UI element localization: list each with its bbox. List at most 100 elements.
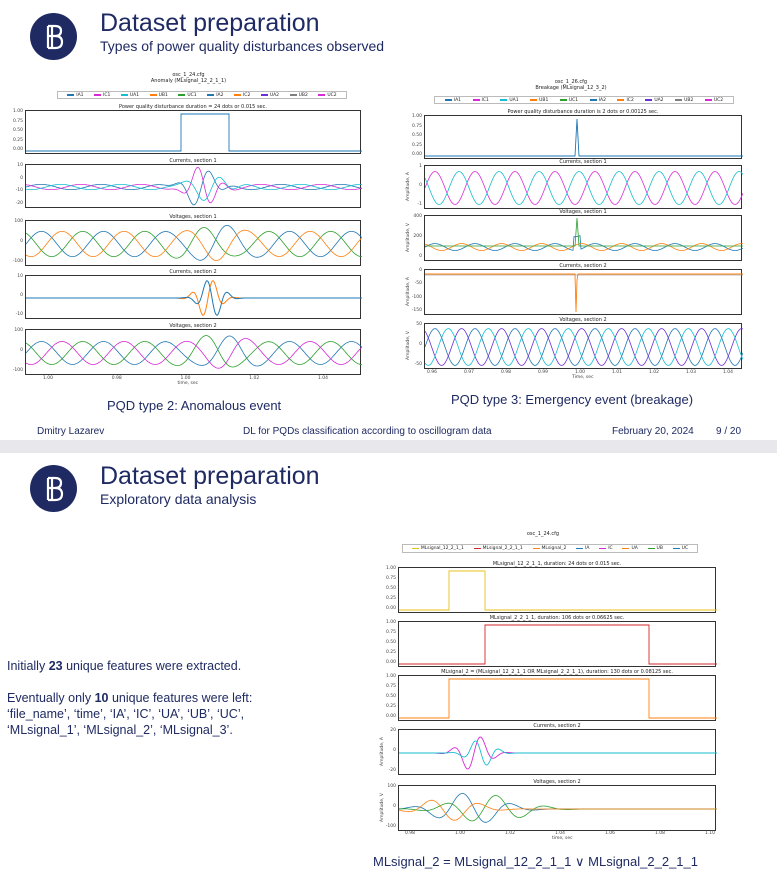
figure-legend: IA1 IC1 UA1 UB1 UC1 IA2 IC2 UA2 UB2 UC2 bbox=[434, 96, 734, 104]
signal-trace bbox=[399, 570, 717, 611]
signal-trace bbox=[399, 740, 717, 766]
legend-label: IC1 bbox=[481, 97, 489, 103]
y-tick-label: 0.25 bbox=[385, 704, 396, 709]
legend-label: IC2 bbox=[626, 97, 634, 103]
legend-swatch bbox=[473, 547, 481, 550]
signal-trace bbox=[26, 113, 362, 152]
y-tick-label: 0 bbox=[20, 348, 23, 353]
initial-feature-count: 23 bbox=[48, 659, 63, 673]
panel-title: Currents, section 1 bbox=[559, 159, 607, 165]
oscillogram-panel bbox=[398, 785, 717, 831]
oscillogram-panel bbox=[398, 675, 717, 721]
figure-legend: IA1 IC1 UA1 UB1 UC1 IA2 IC2 UA2 UB2 UC2 bbox=[57, 91, 347, 99]
panel-title: MLsignal_12_2_1_1, duration: 24 dots or … bbox=[492, 561, 622, 567]
x-tick-label: 1.02 bbox=[649, 370, 660, 375]
legend-label: IC1 bbox=[103, 92, 111, 98]
caption-pqd-type-2: PQD type 2: Anomalous event bbox=[107, 398, 282, 413]
hse-logo-icon bbox=[30, 13, 77, 60]
y-tick-label: -20 bbox=[15, 201, 23, 206]
legend-item: IC2 bbox=[233, 92, 251, 98]
legend-swatch bbox=[149, 94, 157, 96]
panel-title: Voltages, section 2 bbox=[169, 323, 217, 329]
y-tick-label: -100 bbox=[12, 259, 23, 264]
signal-trace bbox=[26, 229, 362, 261]
y-tick-label: 100 bbox=[14, 328, 23, 333]
signal-trace bbox=[26, 338, 362, 369]
panel-title: MLsignal_2_2_1_1, duration: 106 dots or … bbox=[489, 615, 625, 621]
x-tick-label: 1.03 bbox=[686, 370, 697, 375]
y-tick-label: 1.00 bbox=[411, 114, 422, 119]
slide-9: Dataset preparation Types of power quali… bbox=[5, 9, 743, 437]
legend-item: IC1 bbox=[94, 93, 110, 98]
panel-title: Voltages, section 2 bbox=[533, 779, 581, 785]
caption-mlsignal-2: MLsignal_2 = MLsignal_12_2_1_1 ∨ MLsigna… bbox=[373, 854, 698, 869]
legend-swatch bbox=[532, 547, 540, 550]
legend-label: IA2 bbox=[598, 97, 606, 103]
x-tick-label: 1.06 bbox=[605, 831, 616, 836]
panel-plot bbox=[26, 224, 362, 261]
legend-label: UA2 bbox=[269, 92, 280, 98]
y-tick-label: 0.00 bbox=[411, 152, 422, 157]
panel-title: Power quality disturbance duration = 24 … bbox=[119, 104, 267, 110]
legend-swatch bbox=[67, 94, 75, 96]
y-tick-label: 0.00 bbox=[12, 147, 23, 152]
legend-item: IC bbox=[599, 546, 613, 551]
oscillogram-panel bbox=[424, 269, 743, 315]
signal-trace bbox=[399, 678, 717, 719]
signal-trace bbox=[425, 235, 743, 251]
slide-subtitle: Exploratory data analysis bbox=[100, 491, 257, 507]
legend-label: IC bbox=[608, 546, 613, 551]
y-tick-label: 0 bbox=[20, 175, 23, 181]
remaining-features-text: Eventually only 10 unique features were … bbox=[7, 691, 253, 737]
y-axis-label: Amplitude, V bbox=[380, 793, 385, 822]
legend-item: UA2 bbox=[645, 97, 664, 103]
legend-swatch bbox=[178, 94, 186, 96]
footer-date: February 20, 2024 bbox=[612, 426, 694, 437]
y-tick-label: 0.50 bbox=[385, 640, 396, 645]
legend-label: IA1 bbox=[453, 97, 462, 103]
legend-swatch bbox=[704, 99, 712, 101]
y-tick-label: -100 bbox=[411, 294, 422, 300]
panel-plot bbox=[425, 328, 743, 366]
legend-swatch bbox=[672, 547, 680, 550]
signal-trace bbox=[425, 328, 743, 366]
figure-header-line1: osc_1_24.cfg bbox=[172, 72, 205, 78]
legend-item: UB1 bbox=[530, 98, 548, 103]
y-tick-label: 0.25 bbox=[385, 596, 396, 601]
x-tick-label: 1.04 bbox=[555, 831, 566, 836]
footer-author: Dmitry Lazarev bbox=[37, 426, 105, 437]
legend-item: UA2 bbox=[260, 92, 280, 98]
slide-divider bbox=[0, 440, 777, 453]
legend-swatch bbox=[530, 99, 538, 101]
y-tick-label: -50 bbox=[414, 281, 422, 287]
legend-label: IC2 bbox=[242, 92, 251, 98]
signal-trace bbox=[425, 328, 743, 366]
legend-swatch bbox=[444, 99, 452, 101]
legend-item: UC2 bbox=[704, 98, 723, 103]
y-axis-label: Amplitude, V bbox=[406, 223, 411, 252]
legend-swatch bbox=[599, 547, 607, 550]
legend-swatch bbox=[500, 99, 508, 101]
signal-trace bbox=[425, 171, 743, 205]
anomaly-oscillogram-figure: osc_1_24.cfg Anomaly (MLsignal_12_2_1_1)… bbox=[5, 72, 372, 390]
legend-label: UB1 bbox=[539, 97, 549, 103]
legend-swatch bbox=[233, 94, 241, 96]
footer-page-number: 9 / 20 bbox=[716, 426, 742, 437]
oscillogram-panel bbox=[25, 329, 362, 375]
legend-label: UC1 bbox=[187, 92, 197, 98]
panel-title: Power quality disturbance duration is 2 … bbox=[507, 109, 659, 115]
oscillogram-panel bbox=[424, 115, 743, 159]
legend-label: MLsignal_2_2_1_1 bbox=[482, 546, 523, 551]
slide-title: Dataset preparation bbox=[100, 9, 320, 37]
panel-plot bbox=[399, 793, 717, 823]
oscillogram-panel bbox=[398, 729, 717, 775]
legend-label: UA2 bbox=[654, 97, 664, 103]
y-tick-label: 1.00 bbox=[12, 109, 23, 114]
legend-item: UB bbox=[647, 546, 663, 551]
y-tick-label: 0.25 bbox=[411, 142, 422, 148]
slide-title: Dataset preparation bbox=[100, 462, 320, 490]
y-tick-label: 0.75 bbox=[12, 118, 23, 124]
y-tick-label: 1.00 bbox=[385, 620, 396, 625]
y-tick-label: 0.50 bbox=[411, 133, 422, 138]
y-tick-label: -50 bbox=[414, 362, 422, 367]
